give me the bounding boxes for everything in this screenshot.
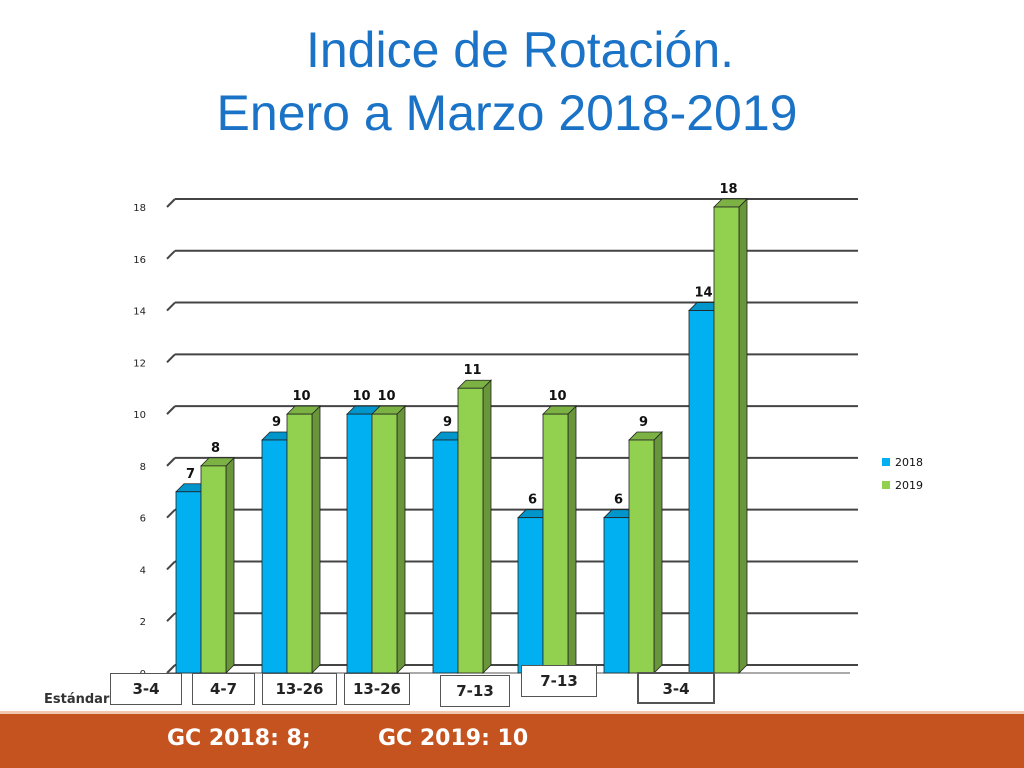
y-tick-label: 4 [140,565,146,576]
gridline-depth [166,612,176,622]
y-tick-label: 12 [133,358,146,369]
data-label: 10 [292,389,310,404]
bar-2019-5 [542,413,569,674]
standard-value-box: 3-4 [110,673,182,705]
data-label: 14 [694,286,712,301]
bar-2019-1 [200,465,227,674]
data-label: 6 [528,493,537,508]
standard-value-box: 13-26 [344,673,410,705]
y-tick-label: 18 [133,203,146,214]
chart-title-line-1: Indice de Rotación. [305,22,735,78]
y-tick-label: 14 [133,307,146,318]
bar-2018-1 [175,491,202,674]
gridline-depth [166,353,176,364]
gridline-depth [166,508,176,519]
bar-chart: 0246810121416187891010109116106914182018… [133,182,923,680]
data-label: 10 [377,389,395,404]
data-label: 9 [639,415,648,430]
y-tick-label: 10 [133,410,146,421]
bar-side-2019 [567,405,577,674]
legend-label-2018: 2018 [895,456,923,469]
gridline-depth [166,664,176,674]
data-label: 8 [211,441,220,456]
data-label: 18 [719,182,737,197]
y-tick-label: 2 [140,617,146,628]
legend-label-2019: 2019 [895,479,923,492]
data-label: 9 [443,415,452,430]
gc-2018-text: GC 2018: 8; [167,726,311,751]
bar-2018-6 [603,517,630,674]
data-label: 9 [272,415,281,430]
bar-side-2019 [311,405,321,674]
y-tick-label: 16 [133,255,146,266]
standard-value-box: 7-13 [521,665,597,697]
bar-2018-2 [261,439,288,674]
bar-2018-7 [688,310,715,674]
gridline-depth [166,405,176,415]
standard-label: Estándar [44,692,110,707]
legend-swatch-2019 [882,481,890,489]
bar-2019-2 [286,413,313,674]
bar-2018-5 [517,517,544,674]
bar-2018-3 [346,413,373,674]
bar-2019-6 [628,439,655,674]
footer-bar: GC 2018: 8; GC 2019: 10 [0,711,1024,768]
bar-2019-3 [371,413,398,674]
y-tick-label: 8 [140,462,146,473]
bar-side-2019 [225,456,235,674]
standard-value-box: 13-26 [262,673,337,705]
data-label: 10 [352,389,370,404]
gridline-depth [166,560,176,571]
gridline-depth [166,457,176,467]
bar-2019-4 [457,387,484,674]
bar-side-2019 [396,405,406,674]
data-label: 6 [614,493,623,508]
bar-2019-7 [713,206,740,674]
standard-value-box: 3-4 [637,672,715,704]
gc-2019-text: GC 2019: 10 [378,726,529,751]
y-tick-label: 6 [140,514,146,525]
bar-side-2019 [653,431,663,674]
data-label: 11 [463,363,481,378]
data-label: 7 [186,467,195,482]
data-label: 10 [548,389,566,404]
bar-side-2019 [482,379,492,674]
standard-value-box: 7-13 [440,675,510,707]
chart-title-line-2: Enero a Marzo 2018-2019 [216,85,798,141]
bar-side-2019 [738,198,748,674]
gridline-depth [166,301,176,312]
gridline-depth [166,250,176,260]
legend-swatch-2018 [882,458,890,466]
gridline-depth [166,198,176,208]
bar-2018-4 [432,439,459,674]
standard-value-box: 4-7 [192,673,255,705]
